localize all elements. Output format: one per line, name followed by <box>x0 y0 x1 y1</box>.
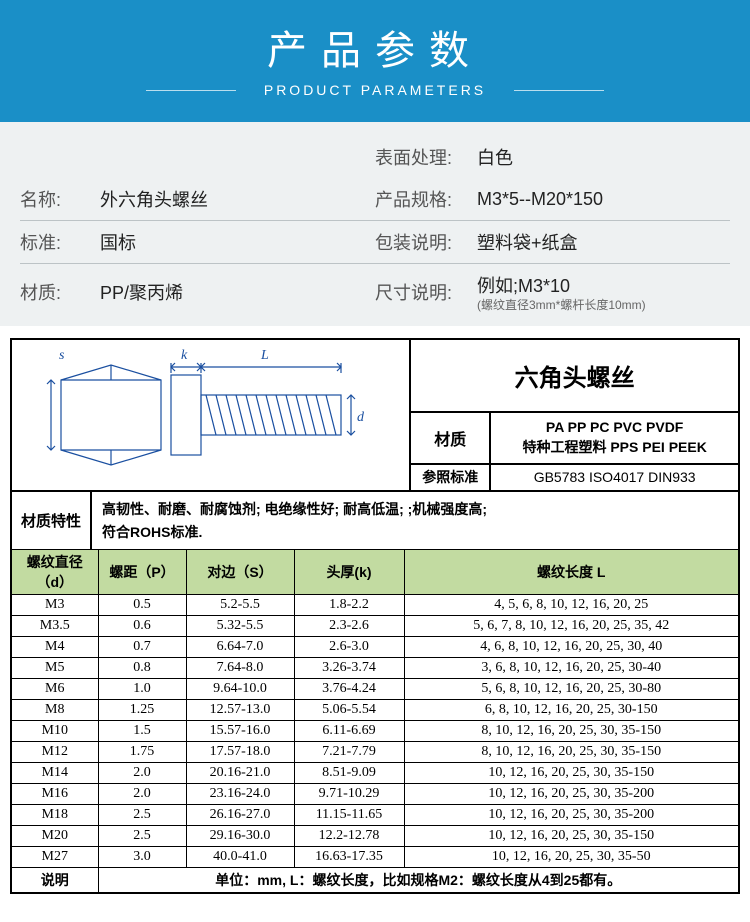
table-row: M81.2512.57-13.05.06-5.546, 8, 10, 12, 1… <box>12 700 738 721</box>
table-row: M101.515.57-16.06.11-6.698, 10, 12, 16, … <box>12 721 738 742</box>
standard-value: GB5783 ISO4017 DIN933 <box>491 465 738 491</box>
header-title-en: PRODUCT PARAMETERS <box>236 82 514 98</box>
table-row: M121.7517.57-18.07.21-7.798, 10, 12, 16,… <box>12 742 738 763</box>
table-row: M3.50.65.32-5.52.3-2.65, 6, 7, 8, 10, 12… <box>12 616 738 637</box>
standard-label: 参照标准 <box>411 465 491 491</box>
spec-panel: s k L d 六角头螺丝 材质 PA PP PC PVC PVDF 特种工程塑… <box>10 338 740 894</box>
table-row: M40.76.64-7.02.6-3.04, 6, 8, 10, 12, 16,… <box>12 637 738 658</box>
dimension-table: 螺纹直径（d）螺距（P）对边（S）头厚(k)螺纹长度 LM30.55.2-5.5… <box>12 549 738 892</box>
table-row: M30.55.2-5.51.8-2.24, 5, 6, 8, 10, 12, 1… <box>12 595 738 616</box>
table-row: M50.87.64-8.03.26-3.743, 6, 8, 10, 12, 1… <box>12 658 738 679</box>
info-value: 塑料袋+纸盒 <box>477 229 730 255</box>
bolt-diagram: s k L d <box>12 340 411 490</box>
svg-text:s: s <box>59 348 65 363</box>
material-label: 材质 <box>411 413 491 462</box>
table-note-row: 说明单位：mm, L：螺纹长度，比如规格M2：螺纹长度从4到25都有。 <box>12 868 738 893</box>
info-row: 名称:外六角头螺丝产品规格:M3*5--M20*150 <box>20 178 730 221</box>
table-row: M182.526.16-27.011.15-11.6510, 12, 16, 2… <box>12 805 738 826</box>
info-value: 白色 <box>477 144 730 170</box>
table-header: 螺纹直径（d） <box>12 550 98 595</box>
svg-text:d: d <box>357 410 365 425</box>
svg-text:k: k <box>181 348 188 363</box>
info-value: M3*5--M20*150 <box>477 189 730 210</box>
table-row: M202.529.16-30.012.2-12.7810, 12, 16, 20… <box>12 826 738 847</box>
info-label: 标准: <box>20 229 100 255</box>
table-row: M273.040.0-41.016.63-17.3510, 12, 16, 20… <box>12 847 738 868</box>
table-row: M162.023.16-24.09.71-10.2910, 12, 16, 20… <box>12 784 738 805</box>
spec-title: 六角头螺丝 <box>411 340 738 413</box>
info-value: 例如;M3*10(螺纹直径3mm*螺杆长度10mm) <box>477 272 730 312</box>
table-header: 头厚(k) <box>294 550 404 595</box>
header-title-cn: 产品参数 <box>0 18 750 76</box>
info-label: 尺寸说明: <box>375 279 477 305</box>
characteristics-value: 高韧性、耐磨、耐腐蚀剂; 电绝缘性好; 耐高低温; ;机械强度高; 符合ROHS… <box>92 492 738 549</box>
characteristics-label: 材质特性 <box>12 492 92 549</box>
info-row: 表面处理:白色 <box>20 136 730 178</box>
info-label: 表面处理: <box>375 144 477 170</box>
info-value: PP/聚丙烯 <box>100 279 375 305</box>
svg-text:L: L <box>260 348 269 363</box>
info-label: 名称: <box>20 186 100 212</box>
table-header: 螺距（P） <box>98 550 186 595</box>
info-label: 产品规格: <box>375 186 477 212</box>
info-label: 材质: <box>20 279 100 305</box>
info-row: 标准:国标包装说明:塑料袋+纸盒 <box>20 221 730 264</box>
table-row: M142.020.16-21.08.51-9.0910, 12, 16, 20,… <box>12 763 738 784</box>
info-value: 外六角头螺丝 <box>100 186 375 212</box>
header-banner: 产品参数 PRODUCT PARAMETERS <box>0 0 750 122</box>
info-row: 材质:PP/聚丙烯尺寸说明:例如;M3*10(螺纹直径3mm*螺杆长度10mm) <box>20 264 730 320</box>
material-value: PA PP PC PVC PVDF 特种工程塑料 PPS PEI PEEK <box>491 413 738 462</box>
table-header: 对边（S） <box>186 550 294 595</box>
table-row: M61.09.64-10.03.76-4.245, 6, 8, 10, 12, … <box>12 679 738 700</box>
info-panel: 表面处理:白色名称:外六角头螺丝产品规格:M3*5--M20*150标准:国标包… <box>0 122 750 326</box>
table-header: 螺纹长度 L <box>404 550 738 595</box>
info-value: 国标 <box>100 229 375 255</box>
info-label: 包装说明: <box>375 229 477 255</box>
